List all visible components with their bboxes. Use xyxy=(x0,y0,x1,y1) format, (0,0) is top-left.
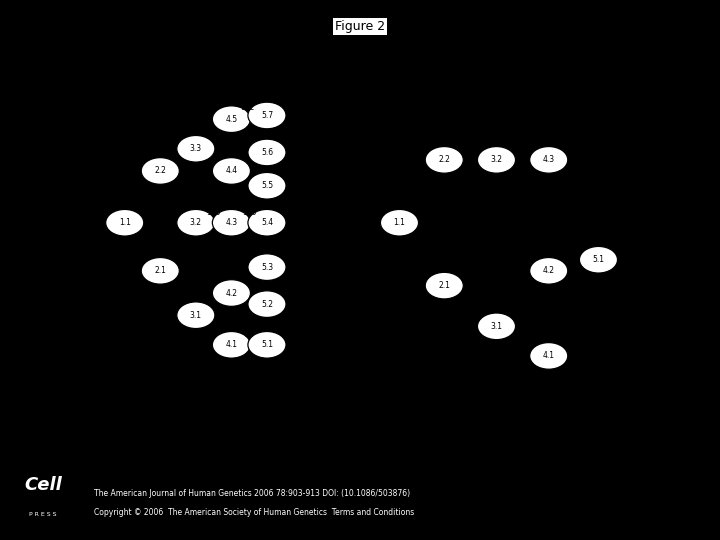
Circle shape xyxy=(248,332,286,358)
Text: 195: 195 xyxy=(184,284,198,293)
Text: 5.5: 5.5 xyxy=(261,181,273,190)
Text: 289: 289 xyxy=(477,237,492,245)
Text: 4.1: 4.1 xyxy=(225,340,238,349)
Text: 1.1: 1.1 xyxy=(119,218,130,227)
Text: 311: 311 xyxy=(428,245,442,254)
Circle shape xyxy=(212,280,251,306)
Text: 137: 137 xyxy=(216,147,230,157)
Circle shape xyxy=(530,258,568,284)
Circle shape xyxy=(248,210,286,236)
Circle shape xyxy=(580,246,618,273)
Text: 5.1: 5.1 xyxy=(261,340,273,349)
Circle shape xyxy=(530,146,568,173)
Text: 3.3: 3.3 xyxy=(190,144,202,153)
Text: 5.1: 5.1 xyxy=(593,255,605,264)
Text: 3.1: 3.1 xyxy=(490,322,503,331)
Text: 25: 25 xyxy=(252,165,261,174)
Text: 116: 116 xyxy=(242,208,256,217)
Text: Figure 2: Figure 2 xyxy=(335,20,385,33)
Text: The American Journal of Human Genetics 2006 78:903-913 DOI: (10.1086/503876): The American Journal of Human Genetics 2… xyxy=(94,489,410,498)
Circle shape xyxy=(212,106,251,132)
Circle shape xyxy=(177,302,215,328)
Text: 4.2: 4.2 xyxy=(543,266,554,275)
Text: 79: 79 xyxy=(232,315,241,323)
Text: 237: 237 xyxy=(525,328,539,338)
Text: 5.7: 5.7 xyxy=(261,111,273,120)
Circle shape xyxy=(248,172,286,199)
Text: 3.2: 3.2 xyxy=(490,156,503,164)
Text: 5.4: 5.4 xyxy=(261,218,273,227)
Text: 2.1: 2.1 xyxy=(438,281,450,290)
Circle shape xyxy=(212,210,251,236)
Text: 4.3: 4.3 xyxy=(225,218,238,227)
Text: 46: 46 xyxy=(555,300,564,309)
Text: 289: 289 xyxy=(122,188,136,197)
Text: 4.4: 4.4 xyxy=(225,166,238,176)
Text: 4.5: 4.5 xyxy=(225,114,238,124)
Text: 112: 112 xyxy=(233,149,248,158)
Text: 247 T: 247 T xyxy=(558,251,580,260)
Text: 4.1: 4.1 xyxy=(543,352,554,360)
Text: 191 T: 191 T xyxy=(523,211,544,220)
Text: 4.2: 4.2 xyxy=(225,288,238,298)
Text: Cell: Cell xyxy=(24,476,62,494)
Text: 195 T: 195 T xyxy=(471,294,492,303)
Circle shape xyxy=(530,342,568,369)
Circle shape xyxy=(177,210,215,236)
Text: 95: 95 xyxy=(251,285,260,294)
Circle shape xyxy=(177,136,215,162)
Text: 116 T: 116 T xyxy=(577,202,598,211)
Text: 116: 116 xyxy=(463,145,477,154)
Text: P R E S S: P R E S S xyxy=(30,512,57,517)
Circle shape xyxy=(477,146,516,173)
Text: 116: 116 xyxy=(207,208,221,217)
Text: 5.6: 5.6 xyxy=(261,148,273,157)
Text: 4.3: 4.3 xyxy=(543,156,555,164)
Circle shape xyxy=(477,313,516,340)
Circle shape xyxy=(212,158,251,184)
Circle shape xyxy=(106,210,144,236)
Circle shape xyxy=(248,139,286,166)
Text: T: T xyxy=(454,215,459,224)
Text: Copyright © 2006  The American Society of Human Genetics  Terms and Conditions: Copyright © 2006 The American Society of… xyxy=(94,508,414,517)
Text: 116: 116 xyxy=(516,145,530,154)
Text: 3.2: 3.2 xyxy=(190,218,202,227)
Text: 289: 289 xyxy=(402,182,415,191)
Text: 247: 247 xyxy=(503,288,518,298)
Circle shape xyxy=(248,102,286,129)
Text: 5.2: 5.2 xyxy=(261,300,273,309)
Text: 2.1: 2.1 xyxy=(154,266,166,275)
Text: 95: 95 xyxy=(199,292,209,301)
Text: A: A xyxy=(107,49,117,62)
Circle shape xyxy=(248,291,286,318)
Text: 2.2: 2.2 xyxy=(154,166,166,176)
Text: 289: 289 xyxy=(161,147,176,157)
Circle shape xyxy=(426,146,463,173)
Text: 1.1: 1.1 xyxy=(394,218,405,227)
Circle shape xyxy=(141,158,179,184)
Circle shape xyxy=(380,210,418,236)
Text: 21: 21 xyxy=(244,330,254,339)
Text: 311: 311 xyxy=(148,238,163,247)
Circle shape xyxy=(426,272,463,299)
Text: 152: 152 xyxy=(240,103,254,112)
Text: 3.1: 3.1 xyxy=(190,310,202,320)
Circle shape xyxy=(141,258,179,284)
Text: 100: 100 xyxy=(217,319,233,328)
Text: B: B xyxy=(382,49,392,62)
Text: 2.2: 2.2 xyxy=(438,156,450,164)
Text: 116: 116 xyxy=(158,238,172,247)
Text: 152: 152 xyxy=(195,123,210,132)
Text: 5.3: 5.3 xyxy=(261,262,273,272)
Circle shape xyxy=(248,254,286,280)
Circle shape xyxy=(212,332,251,358)
